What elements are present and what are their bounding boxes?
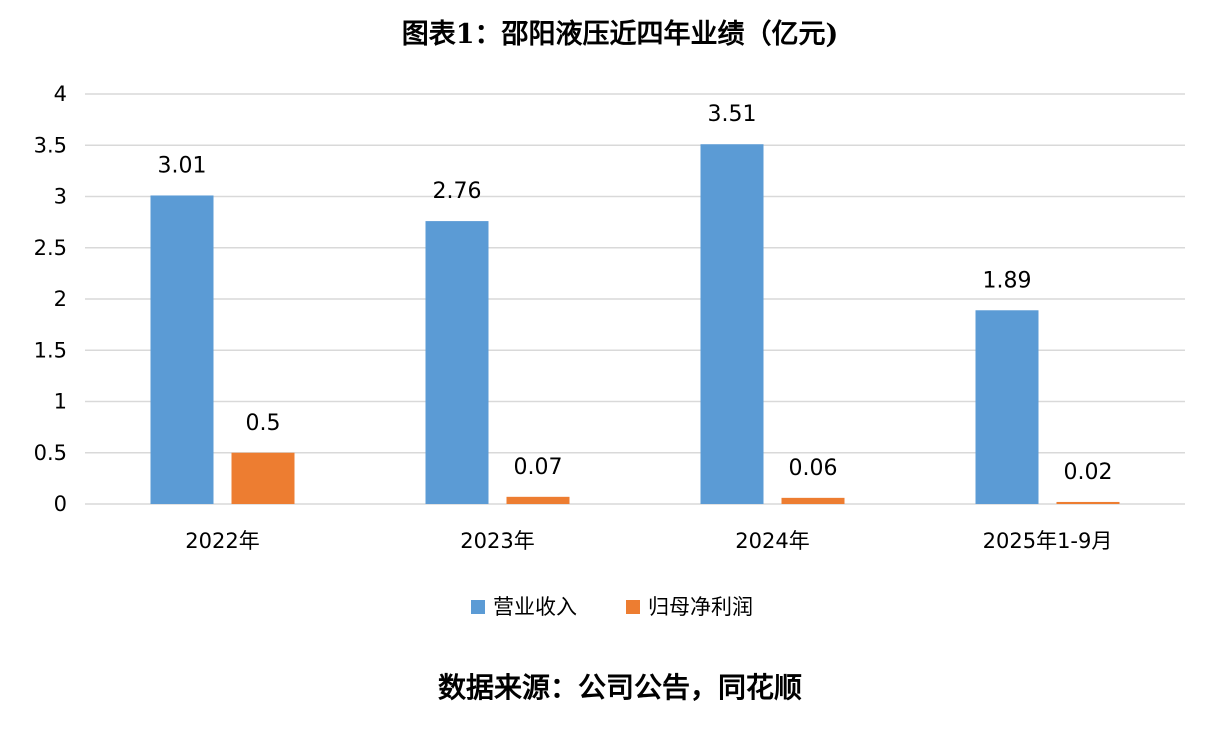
chart-title: 图表1：邵阳液压近四年业绩（亿元) [402,18,839,50]
y-tick-label: 1.5 [34,338,67,362]
x-category-label: 2022年 [185,529,259,553]
y-tick-label: 3 [54,185,67,209]
bar-net-profit [231,452,295,504]
x-category-label: 2024年 [735,529,809,553]
data-label: 0.5 [246,411,281,436]
y-tick-label: 4 [54,82,67,106]
data-label: 0.02 [1064,460,1113,485]
legend-label: 营业收入 [493,595,577,619]
legend-swatch [471,600,485,614]
x-category-label: 2023年 [460,529,534,553]
y-axis-ticks: 0 0.5 1 1.5 2 2.5 3 3.5 4 [34,82,67,516]
data-label: 3.01 [158,153,207,178]
legend: 营业收入 归母净利润 [471,595,753,619]
x-axis-categories: 2022年 2023年 2024年 2025年1-9月 [185,529,1112,553]
x-category-label: 2025年1-9月 [983,529,1113,553]
y-tick-label: 0 [54,492,67,516]
source-note: 数据来源：公司公告，同花顺 [438,671,802,704]
y-tick-label: 1 [54,390,67,414]
bars [150,144,1120,504]
bar-revenue [150,195,214,504]
y-tick-label: 3.5 [34,133,67,157]
bar-net-profit [506,496,570,504]
data-label: 3.51 [708,102,757,127]
y-tick-label: 2.5 [34,236,67,260]
bar-revenue [425,221,489,504]
data-label: 2.76 [433,179,482,204]
data-label: 1.89 [983,268,1032,293]
bar-revenue [975,310,1039,504]
data-label: 0.06 [789,456,838,481]
legend-swatch [626,600,640,614]
bar-net-profit [1056,501,1120,504]
data-label: 0.07 [514,455,563,480]
legend-label: 归母净利润 [648,595,753,619]
bar-net-profit [781,497,845,504]
bar-revenue [700,144,764,504]
y-tick-label: 0.5 [34,441,67,465]
y-tick-label: 2 [54,287,67,311]
data-labels: 3.01 0.5 2.76 0.07 3.51 0.06 1.89 0.02 [158,102,1113,485]
